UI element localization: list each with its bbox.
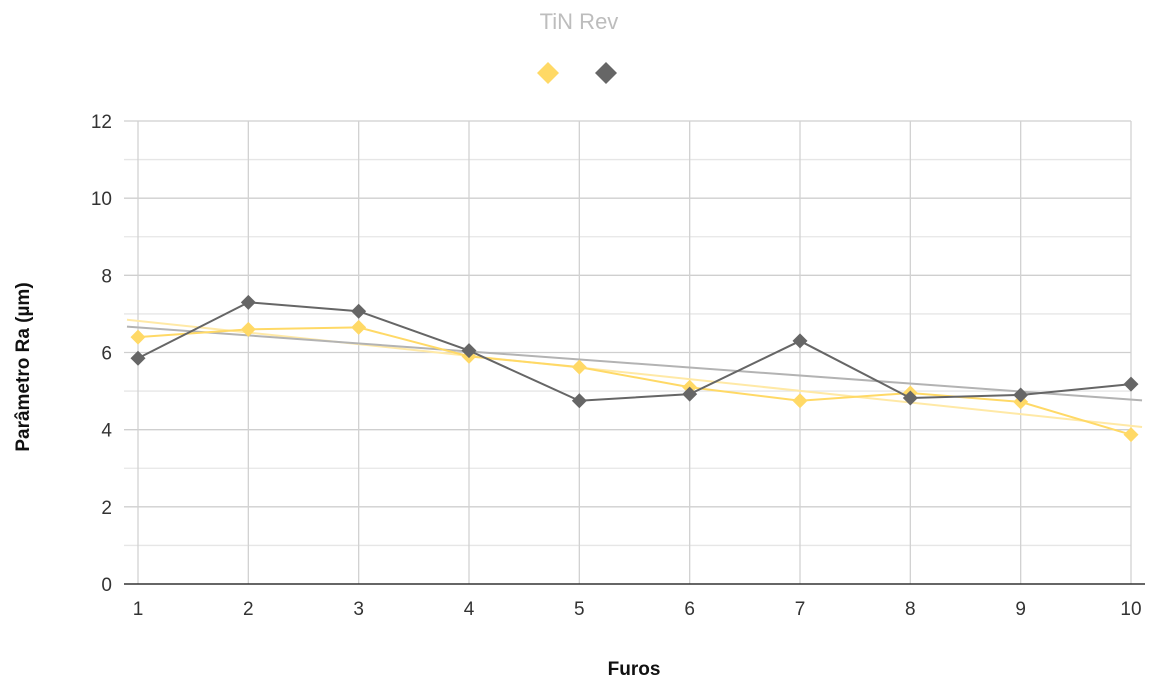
y-axis-label: Parâmetro Ra (µm) <box>13 282 34 451</box>
trendlines <box>126 318 1143 428</box>
x-tick-label: 5 <box>574 599 585 620</box>
data-point-rev <box>461 343 477 359</box>
x-tick-label: 4 <box>464 599 475 620</box>
chart-title: TiN Rev <box>540 9 619 34</box>
series-group <box>130 294 1139 443</box>
data-point-rev <box>351 303 367 319</box>
data-point-rev <box>792 333 808 349</box>
series-line-tin <box>137 326 1132 436</box>
x-tick-label: 8 <box>905 599 916 620</box>
data-point-tin <box>1123 427 1139 443</box>
trendline-tin <box>126 318 1143 428</box>
x-tick-labels: 1 2 3 4 5 6 7 8 9 10 <box>133 599 1142 620</box>
x-tick-label: 10 <box>1120 599 1141 620</box>
y-tick-label: 2 <box>101 498 112 519</box>
x-axis-label: Furos <box>608 659 661 680</box>
data-point-rev <box>1123 376 1139 392</box>
x-tick-label: 9 <box>1015 599 1026 620</box>
legend-marker-tin <box>537 62 559 84</box>
x-tick-label: 1 <box>133 599 144 620</box>
y-tick-label: 8 <box>101 266 112 287</box>
y-tick-label: 12 <box>91 112 112 133</box>
grid <box>124 120 1132 584</box>
y-tick-label: 6 <box>101 344 112 365</box>
data-point-rev <box>902 390 918 406</box>
x-tick-label: 3 <box>353 599 364 620</box>
data-point-rev <box>240 294 256 310</box>
x-tick-label: 6 <box>684 599 695 620</box>
y-tick-labels: 0 2 4 6 8 10 12 <box>91 112 113 596</box>
data-point-tin <box>571 359 587 375</box>
x-tick-label: 2 <box>243 599 254 620</box>
y-tick-label: 4 <box>101 421 112 442</box>
legend <box>537 62 617 84</box>
y-tick-label: 0 <box>101 575 112 596</box>
x-tick-label: 7 <box>795 599 806 620</box>
legend-marker-rev <box>595 62 617 84</box>
data-point-tin <box>240 321 256 337</box>
y-tick-label: 10 <box>91 189 112 210</box>
data-point-rev <box>130 350 146 366</box>
data-point-tin <box>130 329 146 345</box>
series-line-rev <box>137 301 1132 402</box>
data-point-rev <box>682 386 698 402</box>
data-point-rev <box>571 393 587 409</box>
data-point-tin <box>351 319 367 335</box>
data-point-tin <box>792 393 808 409</box>
trendline-rev <box>126 325 1143 402</box>
data-point-rev <box>1013 387 1029 403</box>
